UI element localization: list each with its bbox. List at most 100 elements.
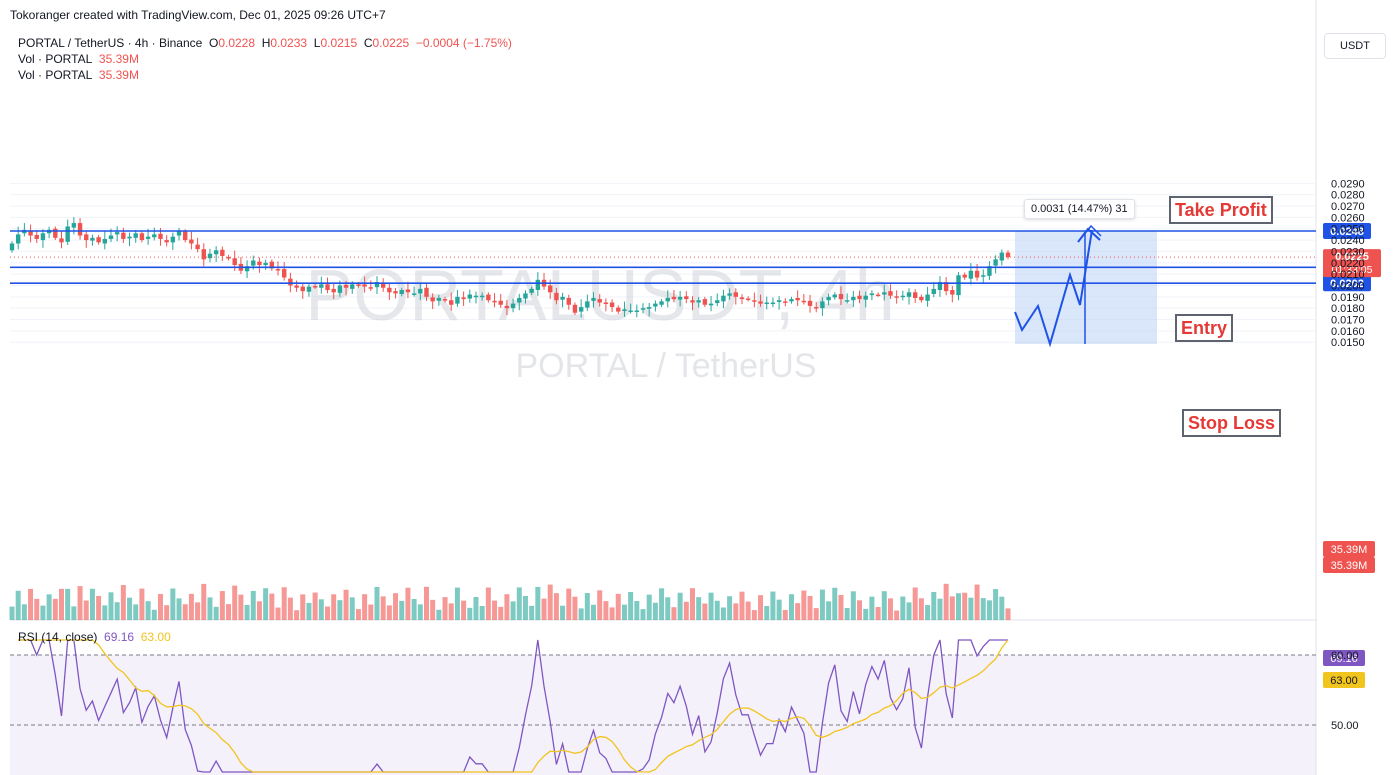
candle-body [634, 310, 640, 312]
volume-badge [1323, 557, 1375, 573]
candle-body [213, 250, 219, 255]
candle-body [950, 290, 955, 295]
candle-body [702, 299, 708, 305]
rsi-legend[interactable]: RSI (14, close) 69.16 63.00 [18, 630, 171, 644]
volume-bar [863, 608, 869, 620]
candle-body [968, 270, 974, 279]
volume-bar [560, 605, 566, 620]
candle-body [312, 286, 318, 288]
symbol-legend: PORTAL / TetherUS · 4h · Binance O0.0228… [18, 35, 512, 83]
candle-body [102, 238, 107, 244]
volume-bar [986, 600, 992, 620]
candle-body [164, 240, 169, 243]
candle-body [207, 253, 213, 259]
candle-body [851, 296, 856, 301]
volume-bar [925, 605, 931, 620]
rsi-ma-value: 63.00 [140, 630, 171, 644]
candle-body [814, 307, 819, 309]
candle-body [919, 296, 924, 301]
ohlc-high: 0.0233 [270, 36, 308, 50]
watermark: PORTALUSDT, 4h PORTAL / TetherUS [305, 256, 895, 385]
long-position-box[interactable] [1015, 231, 1157, 344]
candle-body [393, 291, 398, 294]
price-tick-label: 0.0240 [1331, 235, 1365, 247]
volume-bar [411, 599, 417, 620]
candle-body [306, 286, 312, 292]
projection-path[interactable] [1014, 229, 1093, 348]
candle-body [53, 228, 58, 238]
candle-body [628, 310, 633, 312]
volume-bar [65, 588, 71, 620]
candle-body [294, 285, 299, 288]
volume-bar [170, 588, 176, 620]
candle-body [783, 301, 788, 303]
candle-body [572, 304, 578, 313]
rsi-band [10, 655, 1316, 775]
watermark-sub: PORTAL / TetherUS [515, 347, 816, 385]
volume-bar [869, 596, 875, 620]
volume-bar [665, 597, 671, 620]
price-badge-text: 0.0202 [1330, 278, 1364, 290]
candle-body [943, 282, 949, 292]
volume-bar [89, 588, 95, 620]
candle-body [114, 232, 120, 235]
volume-bar [300, 594, 306, 620]
candle-body [59, 238, 64, 243]
volume-bar [281, 587, 287, 620]
candle-body [677, 296, 683, 300]
candle-body [684, 296, 689, 300]
volume-bar [696, 597, 702, 620]
volume-bar [566, 588, 572, 620]
volume-bar [71, 606, 77, 620]
volume-bar [306, 602, 312, 620]
candle-body [281, 269, 287, 278]
entry-label[interactable]: Entry [1175, 314, 1234, 342]
volume-label: Vol · PORTAL [18, 68, 93, 82]
ohlc-row: PORTAL / TetherUS · 4h · Binance O0.0228… [18, 35, 512, 51]
candle-body [715, 300, 720, 304]
volume-bar [454, 587, 460, 620]
stop-loss-label[interactable]: Stop Loss [1182, 409, 1282, 437]
candle-body [869, 293, 875, 296]
volume-bar [857, 600, 863, 620]
measure-readout: 0.0031 (14.47%) 31 [1024, 199, 1135, 219]
volume-bar [399, 600, 405, 620]
volume-bar [15, 590, 21, 620]
candle-body [343, 284, 349, 288]
rsi-title: RSI (14, close) [18, 630, 98, 644]
candle-body [838, 293, 844, 300]
symbol-title[interactable]: PORTAL / TetherUS · 4h · Binance [18, 36, 203, 50]
volume-value: 35.39M [98, 52, 139, 66]
level-lines: 0.02480.02160.02020.022501:33:0535.39M35… [10, 223, 1381, 688]
candle-body [609, 302, 615, 308]
candle-body [77, 223, 83, 236]
take-profit-label[interactable]: Take Profit [1169, 196, 1273, 224]
volume-bar [1005, 608, 1011, 620]
candle-body [96, 237, 101, 243]
candle-body [486, 294, 491, 301]
candle-body [801, 300, 807, 303]
volume-bar [213, 606, 219, 620]
candle-body [566, 297, 571, 305]
price-tick-label: 0.0250 [1331, 224, 1365, 236]
volume-legend-1[interactable]: Vol · PORTAL 35.39M [18, 51, 512, 67]
volume-bar [40, 605, 46, 620]
volume-legend-2[interactable]: Vol · PORTAL 35.39M [18, 67, 512, 83]
volume-bar [714, 600, 720, 620]
candle-body [449, 300, 454, 305]
volume-bar [949, 596, 955, 620]
candle-body [189, 239, 194, 244]
volume-bar [201, 583, 207, 620]
price-tick-label: 0.0270 [1331, 201, 1365, 213]
volume-bar [9, 606, 15, 620]
candle-body [455, 296, 460, 304]
candle-body [337, 285, 343, 293]
candle-body [350, 284, 355, 289]
candle-body [232, 258, 237, 266]
volume-bar [430, 599, 436, 620]
candle-body [356, 284, 361, 286]
price-tick-label: 0.0160 [1331, 326, 1365, 338]
currency-unit-button[interactable]: USDT [1324, 33, 1386, 59]
candle-body [795, 297, 800, 301]
